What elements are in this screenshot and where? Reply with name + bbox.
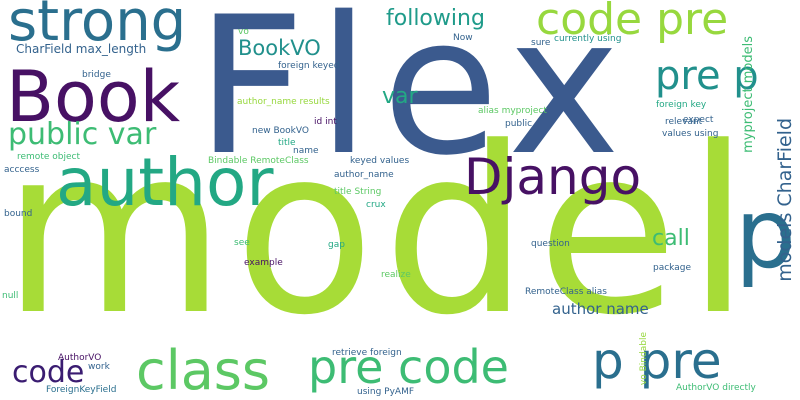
word-work: work (88, 362, 110, 372)
word-var: var (382, 84, 418, 109)
word-call: call (652, 226, 690, 251)
word-author-name-results: author_name results (237, 97, 330, 107)
word-p-big: p (735, 178, 796, 290)
word-relevant: relevant (665, 117, 703, 127)
word-foreign-key: foreign key (656, 100, 707, 110)
word-currently-using: currently using (554, 34, 622, 44)
word-p-pre: p pre (592, 332, 722, 390)
word-author-name-small: author_name (334, 170, 394, 180)
word-vo: vo (238, 27, 249, 37)
word-strong: strong (8, 0, 187, 54)
word-flex: Flex (196, 0, 633, 197)
word-vo-bindable: vo Bindable (639, 332, 649, 386)
word-id-int: id int (314, 117, 337, 127)
word-author-name: author name (552, 300, 649, 318)
word-crux: crux (366, 200, 386, 210)
word-model: model (2, 99, 759, 366)
word-question: question (531, 239, 570, 249)
word-remoteclass-alias: RemoteClass alias (525, 287, 607, 297)
word-authorvo: AuthorVO (58, 353, 102, 363)
word-sure: sure (531, 38, 551, 48)
word-expect: expect (683, 115, 714, 125)
word-bookvo: BookVO (238, 36, 321, 60)
word-class: class (136, 339, 271, 400)
word-author: author (56, 144, 274, 221)
word-keyed-values: keyed values (350, 156, 410, 166)
word-null: null (2, 291, 19, 301)
word-now: Now (453, 33, 473, 43)
word-values-using: values using (662, 129, 719, 139)
word-title: title (278, 138, 296, 148)
word-django: Django (464, 148, 642, 206)
word-book: Book (6, 56, 181, 138)
word-bridge: bridge (82, 70, 111, 80)
word-gap: gap (328, 240, 345, 250)
word-public-var: public var (8, 117, 157, 152)
word-name: name (293, 146, 319, 156)
word-remote-object: remote object (17, 152, 80, 162)
word-charfield-max-length: CharField max_length (16, 42, 147, 56)
word-code: code (12, 355, 85, 390)
word-authorvo-directly: AuthorVO directly (676, 383, 756, 393)
word-code-pre: code pre (536, 0, 729, 45)
word-bound: bound (4, 209, 33, 219)
word-foreignkeyfield: ForeignKeyField (46, 385, 117, 395)
word-pre-p: pre p (655, 53, 759, 99)
word-following: following (386, 6, 485, 31)
word-acccess: acccess (4, 165, 40, 175)
word-example: example (244, 258, 283, 268)
word-public: public (505, 119, 533, 129)
word-bindable-remoteclass: Bindable RemoteClass (208, 156, 309, 166)
word-pre-code: pre code (308, 340, 509, 394)
word-foreign-keyed: foreign keyed (278, 61, 340, 71)
word-retrieve-foreign: retrieve foreign (332, 348, 402, 358)
word-models-charfield: models CharField (774, 118, 796, 282)
word-using-pyamf: using PyAMF (357, 387, 415, 397)
word-package: package (653, 263, 691, 273)
word-realize: realize (381, 270, 411, 280)
word-alias-myproject: alias myproject (478, 106, 547, 116)
word-new-bookvo: new BookVO (252, 126, 309, 136)
word-see: see (234, 238, 250, 248)
word-title-string: title String (334, 187, 382, 197)
word-myproject-models: myproject models (741, 36, 756, 153)
